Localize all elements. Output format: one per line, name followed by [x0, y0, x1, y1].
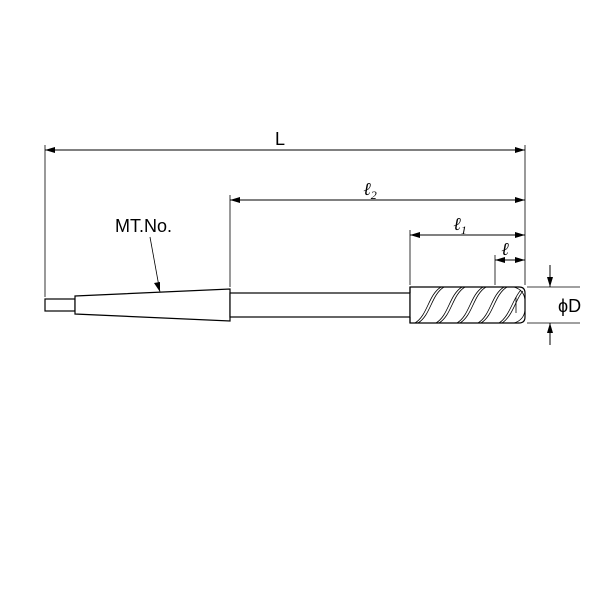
label-l: ℓ	[501, 239, 509, 259]
label-l1: ℓ1	[453, 214, 467, 237]
label-L: L	[275, 129, 285, 149]
label-mt-no: MT.No.	[115, 216, 172, 236]
diagram-svg: L ℓ2 ℓ1 ℓ ϕD MT.No.	[0, 0, 600, 600]
dimension-L: L	[45, 129, 525, 153]
tool-shaft	[230, 293, 410, 317]
annotation-mt-no: MT.No.	[115, 216, 172, 292]
tool-body	[45, 287, 525, 323]
dimension-phiD: ϕD	[547, 265, 581, 345]
dimension-l2: ℓ2	[230, 179, 525, 203]
dimension-l: ℓ	[495, 239, 525, 263]
label-phiD: ϕD	[558, 296, 581, 316]
tool-tang	[45, 299, 75, 311]
tool-taper-shank	[75, 289, 230, 321]
label-l2: ℓ2	[363, 179, 377, 202]
dimension-l1: ℓ1	[410, 214, 525, 238]
